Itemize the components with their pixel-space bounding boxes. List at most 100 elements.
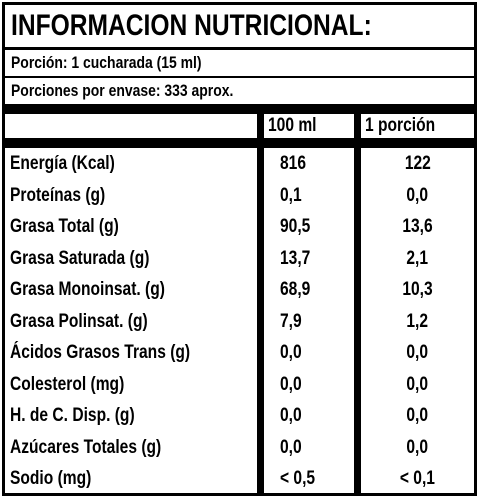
per-100ml: 68,9 <box>264 274 354 306</box>
nutrient-text: Colesterol (mg) <box>10 373 125 395</box>
nutrient: Colesterol (mg) <box>5 369 257 401</box>
per-100ml: 13,7 <box>264 243 354 275</box>
per-100ml-text: 13,7 <box>280 247 311 269</box>
per-100ml-text: 68,9 <box>280 279 311 300</box>
per-100ml-text: 7,9 <box>280 310 302 332</box>
nutrient: Grasa Monoinsat. (g) <box>5 274 257 306</box>
separator <box>354 368 361 400</box>
per-100ml-text: 816 <box>280 153 306 174</box>
per-serving: 0,0 <box>361 369 474 401</box>
nutrient: Proteínas (g) <box>5 180 257 212</box>
per-100ml: 0,0 <box>264 400 354 432</box>
per-100ml: < 0,5 <box>264 463 354 495</box>
nutrient-text: Sodio (mg) <box>10 468 92 489</box>
nutrient-text: H. de C. Disp. (g) <box>10 405 135 426</box>
nutrient-text: Grasa Total (g) <box>10 216 119 237</box>
per-serving-text: 122 <box>404 153 431 174</box>
per-100ml: 0,0 <box>264 432 354 464</box>
separator <box>354 431 361 463</box>
separator <box>257 337 264 369</box>
per-100ml-text: 0,0 <box>280 373 302 395</box>
per-serving: 1,2 <box>361 306 474 338</box>
servings-row: Porciones por envase: 333 aprox. <box>5 78 474 104</box>
nutrient: Grasa Saturada (g) <box>5 243 257 275</box>
column-header: 100 ml 1 porción <box>5 114 474 138</box>
per-serving: 122 <box>361 148 474 180</box>
nutrient: Sodio (mg) <box>5 463 257 495</box>
per-serving-text: 0,0 <box>406 184 429 206</box>
nutrient: Grasa Total (g) <box>5 211 257 243</box>
per-serving-text: 0,0 <box>406 373 429 395</box>
per-100ml: 90,5 <box>264 211 354 243</box>
separator <box>257 400 264 432</box>
separator <box>354 463 361 495</box>
table-body: Energía (Kcal) 816 122 Proteínas (g) 0,1 0,0 G… <box>5 148 474 495</box>
per-100ml: 0,0 <box>264 337 354 369</box>
divider <box>5 138 474 148</box>
per-serving: 0,0 <box>361 400 474 432</box>
separator <box>257 148 264 180</box>
nutrition-label: INFORMACION NUTRICIONAL: Porción: 1 cuch… <box>2 2 477 496</box>
serving: Porción: 1 cucharada (15 ml) <box>11 53 202 72</box>
per-serving-text: 1,2 <box>406 310 429 332</box>
separator <box>257 305 264 337</box>
per-100ml: 816 <box>264 148 354 180</box>
per-100ml-text: 0,1 <box>280 184 302 206</box>
column-text: 1 porción <box>365 115 436 136</box>
separator <box>257 179 264 211</box>
divider <box>5 104 474 114</box>
per-serving-text: 0,0 <box>406 342 429 363</box>
nutrient: Ácidos Grasos Trans (g) <box>5 337 257 369</box>
per-serving: 10,3 <box>361 274 474 306</box>
per-serving: 0,0 <box>361 180 474 212</box>
nutrient-text: Azúcares Totales (g) <box>10 436 162 458</box>
per-100ml-text: 0,0 <box>280 405 302 426</box>
separator <box>354 148 361 180</box>
per-serving: 0,0 <box>361 432 474 464</box>
column-label: 1 porción <box>361 114 474 138</box>
nutrient-text: Ácidos Grasos Trans (g) <box>10 342 191 363</box>
separator <box>257 368 264 400</box>
separator <box>257 242 264 274</box>
per-serving-text: 13,6 <box>402 216 433 237</box>
per-100ml: 0,1 <box>264 180 354 212</box>
column-label: 100 ml <box>264 114 354 138</box>
nutrient-text: Proteínas (g) <box>10 184 106 206</box>
separator <box>257 114 264 138</box>
separator <box>354 242 361 274</box>
per-serving: 2,1 <box>361 243 474 275</box>
per-100ml: 0,0 <box>264 369 354 401</box>
column-text: 100 ml <box>268 115 317 136</box>
per-100ml-text: 90,5 <box>280 216 311 237</box>
per-serving: 13,6 <box>361 211 474 243</box>
per-serving-text: < 0,1 <box>399 468 436 489</box>
nutrient: Grasa Polinsat. (g) <box>5 306 257 338</box>
per-100ml: 7,9 <box>264 306 354 338</box>
per-100ml-text: < 0,5 <box>280 468 316 489</box>
separator <box>354 274 361 306</box>
per-serving: 0,0 <box>361 337 474 369</box>
serving-row: Porción: 1 cucharada (15 ml) <box>5 50 474 78</box>
per-serving-text: 2,1 <box>406 247 429 269</box>
nutrient-text: Grasa Saturada (g) <box>10 247 150 269</box>
per-serving: < 0,1 <box>361 463 474 495</box>
nutrient: Energía (Kcal) <box>5 148 257 180</box>
nutrient-text: Grasa Polinsat. (g) <box>10 310 148 332</box>
separator <box>257 431 264 463</box>
per-serving-text: 0,0 <box>406 405 429 426</box>
per-serving-text: 0,0 <box>406 436 429 458</box>
nutrient: Azúcares Totales (g) <box>5 432 257 464</box>
per-serving-text: 10,3 <box>402 279 433 300</box>
title: INFORMACION NUTRICIONAL: <box>11 9 372 42</box>
title-row: INFORMACION NUTRICIONAL: <box>5 5 474 50</box>
nutrient: H. de C. Disp. (g) <box>5 400 257 432</box>
separator <box>257 211 264 243</box>
per-100ml-text: 0,0 <box>280 436 302 458</box>
separator <box>354 179 361 211</box>
separator <box>354 400 361 432</box>
separator <box>354 337 361 369</box>
per-100ml-text: 0,0 <box>280 342 302 363</box>
servings-per-container: Porciones por envase: 333 aprox. <box>11 81 234 100</box>
nutrient-text: Grasa Monoinsat. (g) <box>10 279 165 300</box>
